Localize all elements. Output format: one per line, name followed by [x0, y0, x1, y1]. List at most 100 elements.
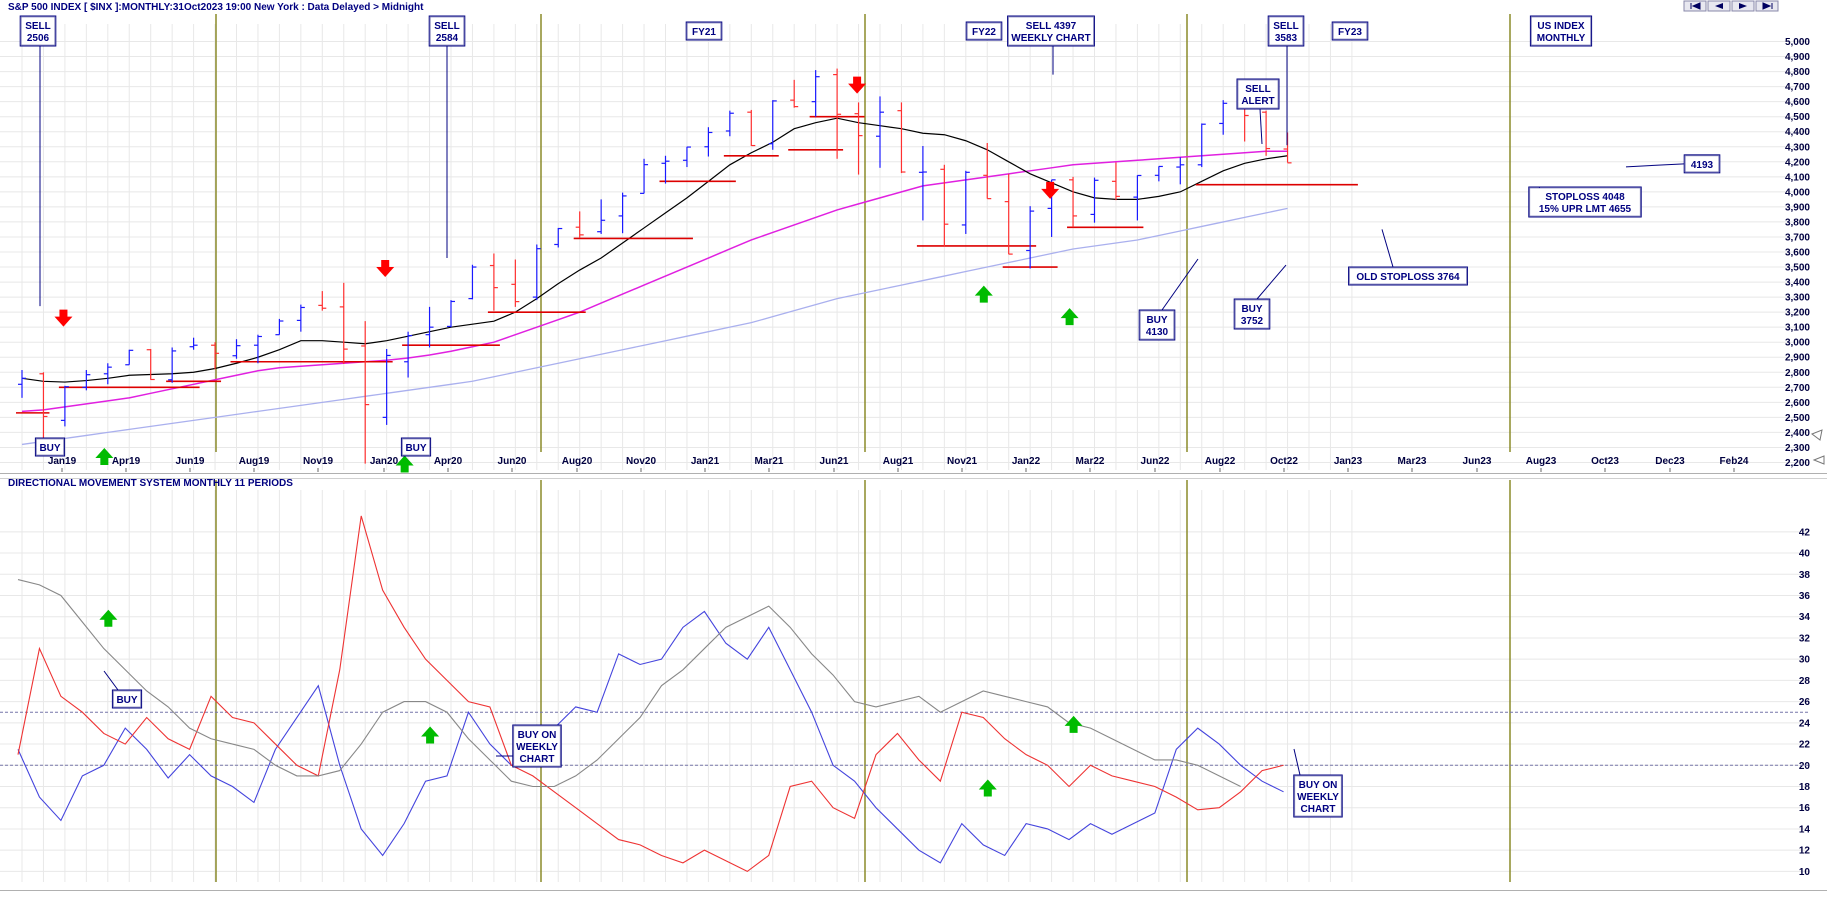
- x-axis-label: Aug23: [1526, 456, 1557, 467]
- annotation-leader: [1161, 258, 1199, 311]
- x-axis-label: Nov19: [303, 456, 333, 467]
- dmi-y-tick-label: 36: [1799, 591, 1811, 602]
- dmi-y-tick-label: 14: [1799, 824, 1811, 835]
- x-axis-label: Aug22: [1205, 456, 1236, 467]
- buy-arrow-icon: [1060, 308, 1079, 326]
- ma-long-line: [21, 207, 1288, 446]
- annotation-frame: [1138, 309, 1176, 341]
- annotation-frame: [1267, 15, 1305, 47]
- annotation-frame-inner: [1237, 79, 1279, 109]
- annotation-frame: [1236, 78, 1280, 110]
- price-y-tick-label: 4,100: [1785, 172, 1810, 183]
- price-y-tick-label: 4,600: [1785, 97, 1810, 108]
- annotation-text: BUY: [405, 443, 426, 454]
- price-y-tick-label: 4,500: [1785, 112, 1810, 123]
- price-y-tick-label: 3,700: [1785, 232, 1810, 243]
- ohlc-bar: [1176, 157, 1185, 185]
- price-y-tick-label: 2,700: [1785, 383, 1810, 394]
- annotation-frame-inner: [113, 690, 141, 708]
- buy-arrow-icon: [95, 447, 114, 465]
- price-y-tick-label: 3,000: [1785, 338, 1810, 349]
- ohlc-bar: [275, 318, 284, 336]
- dmi-y-tick-label: 12: [1799, 846, 1811, 857]
- price-y-tick-label: 2,200: [1785, 458, 1810, 469]
- ohlc-bar: [18, 370, 26, 398]
- price-y-tick-label: 3,300: [1785, 293, 1810, 304]
- ohlc-bar: [296, 304, 305, 332]
- x-axis-label: Jan19: [48, 456, 77, 467]
- annotation-frame-inner: [20, 16, 56, 46]
- annotation-frame-inner: [1531, 16, 1591, 46]
- annotation-text: STOPLOSS 4048: [1545, 192, 1625, 203]
- annotation-frame: [19, 15, 57, 47]
- x-axis-label: Jun22: [1141, 456, 1170, 467]
- ohlc-bar: [146, 348, 155, 381]
- ohlc-bar: [1004, 173, 1013, 255]
- buy-arrow-icon: [99, 609, 118, 627]
- ohlc-bar: [489, 253, 498, 311]
- price-y-tick-label: 4,900: [1785, 52, 1810, 63]
- price-y-tick-label: 4,700: [1785, 82, 1810, 93]
- annotation-box: 4193: [1683, 154, 1721, 174]
- annotation-frame: [400, 437, 432, 457]
- x-axis-label: Aug19: [239, 456, 270, 467]
- annotation-frame: [111, 689, 143, 709]
- ohlc-bar: [468, 264, 477, 300]
- annotation-frame-inner: [36, 438, 64, 456]
- annotation-text: ALERT: [1241, 96, 1274, 107]
- dmi-adx-line: [17, 579, 1241, 788]
- ohlc-bar: [339, 282, 348, 365]
- annotation-frame: [1528, 186, 1642, 218]
- ohlc-bar: [318, 291, 327, 311]
- dmi-panel: 10 12 14 16 18 20 22 24 26 28 30 32 34 36 38 40 42: [0, 515, 1811, 878]
- annotation-text: BUY: [1241, 304, 1262, 315]
- annotation-text: BUY: [39, 443, 60, 454]
- ohlc-bar: [640, 158, 649, 194]
- price-y-tick-label: 2,600: [1785, 398, 1810, 409]
- annotation-text: FY22: [972, 27, 996, 38]
- annotation-text: SELL: [25, 21, 51, 32]
- annotation-text: BUY: [1146, 315, 1167, 326]
- ohlc-bar: [425, 306, 434, 348]
- ohlc-bar: [39, 372, 48, 440]
- annotation-frame-inner: [513, 725, 561, 767]
- ohlc-bar: [768, 100, 777, 150]
- price-y-tick-label: 3,500: [1785, 263, 1810, 274]
- annotation-frame-inner: [1332, 22, 1368, 40]
- ohlc-bar: [554, 227, 563, 248]
- dmi-y-tick-label: 40: [1799, 549, 1811, 560]
- annotation-text: BUY: [116, 695, 137, 706]
- annotation-frame-inner: [402, 438, 430, 456]
- ohlc-bar: [189, 337, 198, 350]
- ohlc-bar: [532, 244, 541, 301]
- dmi-y-tick-label: 16: [1799, 803, 1811, 814]
- price-y-tick-label: 2,900: [1785, 353, 1810, 364]
- annotation-frame: [1529, 15, 1593, 47]
- ohlc-bar: [1262, 110, 1271, 156]
- annotation-frame: [1348, 266, 1468, 286]
- x-axis-label: Mar23: [1398, 456, 1427, 467]
- ohlc-bar: [597, 199, 606, 234]
- annotation-text: WEEKLY CHART: [1011, 33, 1090, 44]
- ohlc-bar: [1219, 100, 1228, 135]
- annotation-frame: [428, 15, 466, 47]
- ohlc-bar: [253, 334, 262, 364]
- price-y-tick-label: 4,000: [1785, 187, 1810, 198]
- annotation-text: 3583: [1275, 33, 1298, 44]
- annotation-text: 3752: [1241, 316, 1264, 327]
- annotation-frame-inner: [1008, 16, 1094, 46]
- price-y-tick-label: 3,900: [1785, 202, 1810, 213]
- buy-arrow-icon: [974, 285, 993, 303]
- annotation-frame-inner: [1234, 299, 1270, 329]
- price-y-tick-label: 3,200: [1785, 308, 1810, 319]
- annotation-frame: [1233, 298, 1271, 330]
- x-axis-label: Jun20: [498, 456, 527, 467]
- annotation-box: BUY: [400, 437, 432, 457]
- ohlc-bar: [704, 127, 713, 157]
- annotation-text: WEEKLY: [516, 742, 558, 753]
